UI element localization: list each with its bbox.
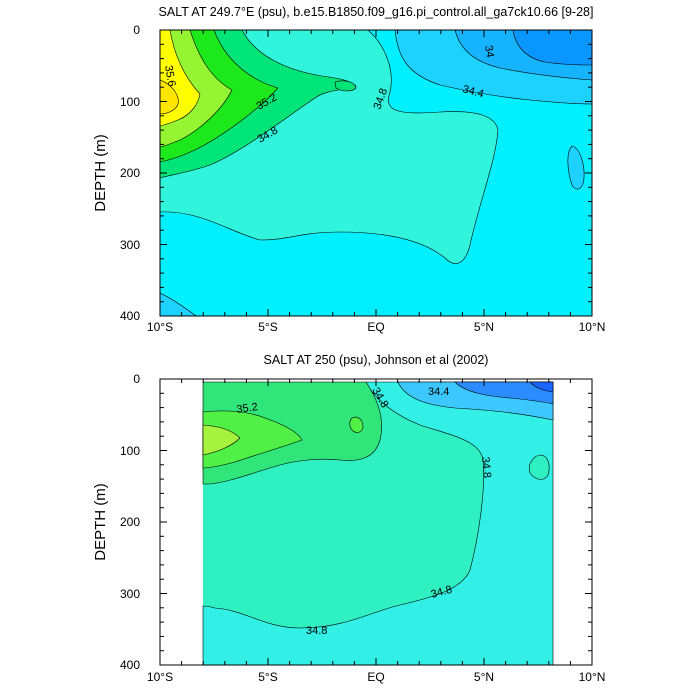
y-tick-label: 0 bbox=[133, 372, 140, 386]
fill-35.2-island bbox=[349, 416, 364, 433]
contour-label: 35.6 bbox=[162, 64, 178, 87]
y-tick-labels: 0 100 200 300 400 bbox=[120, 372, 140, 672]
y-axis-label: DEPTH (m) bbox=[92, 483, 109, 561]
fill-35.8 bbox=[160, 79, 179, 115]
fill-35.0-island bbox=[334, 80, 357, 92]
contour-fill bbox=[160, 30, 592, 316]
y-tick-labels: 0 100 200 300 400 bbox=[120, 23, 140, 323]
x-tick-label: EQ bbox=[367, 670, 384, 684]
fill-34.4-bubble bbox=[567, 145, 585, 190]
x-tick-label: 5°S bbox=[258, 320, 277, 334]
y-tick-label: 400 bbox=[120, 658, 140, 672]
y-tick-label: 200 bbox=[120, 166, 140, 180]
fill-34.4-corner bbox=[160, 292, 197, 316]
x-tick-label: 10°S bbox=[147, 320, 173, 334]
y-tick-label: 100 bbox=[120, 444, 140, 458]
fill-34.6 bbox=[202, 381, 554, 665]
contour-fill bbox=[160, 379, 592, 665]
contour-label: 35.2 bbox=[236, 401, 259, 416]
fill-34.0 bbox=[512, 30, 592, 66]
y-tick-label: 0 bbox=[133, 23, 140, 37]
model-salinity-panel: SALT AT 249.7°E (psu), b.e15.B1850.f09_g… bbox=[92, 5, 605, 334]
y-tick-label: 300 bbox=[120, 238, 140, 252]
contour-label: 34.4 bbox=[461, 83, 485, 100]
x-tick-label: 5°N bbox=[474, 320, 494, 334]
y-axis-label: DEPTH (m) bbox=[92, 134, 109, 212]
x-tick-labels: 10°S 5°S EQ 5°N 10°N bbox=[147, 320, 605, 334]
y-tick-label: 400 bbox=[120, 309, 140, 323]
y-axis-ticks bbox=[160, 29, 592, 317]
x-tick-label: 10°N bbox=[579, 670, 606, 684]
contour-label: 34.8 bbox=[479, 456, 493, 478]
fill-34.8-bubble bbox=[528, 454, 550, 480]
contour-labels: 35.2 34.8 34.4 34.8 34.8 34.8 bbox=[236, 386, 493, 638]
y-tick-label: 200 bbox=[120, 515, 140, 529]
panel-title: SALT AT 250 (psu), Johnson et al (2002) bbox=[264, 353, 489, 367]
fill-34.2 bbox=[454, 381, 554, 405]
panel-title: SALT AT 249.7°E (psu), b.e15.B1850.f09_g… bbox=[159, 5, 594, 19]
contour-label: 34.8 bbox=[306, 625, 327, 637]
x-tick-label: 10°N bbox=[579, 320, 606, 334]
x-axis-ticks bbox=[159, 30, 593, 316]
contour-label: 34 bbox=[482, 44, 496, 58]
x-tick-label: 5°N bbox=[474, 670, 494, 684]
y-tick-label: 100 bbox=[120, 95, 140, 109]
contour-label: 34.8 bbox=[430, 584, 454, 601]
observed-salinity-panel: SALT AT 250 (psu), Johnson et al (2002) bbox=[92, 353, 605, 684]
x-tick-labels: 10°S 5°S EQ 5°N 10°N bbox=[147, 670, 605, 684]
x-tick-label: 5°S bbox=[258, 670, 277, 684]
contour-label: 34.4 bbox=[428, 386, 449, 398]
x-tick-label: EQ bbox=[367, 320, 384, 334]
x-tick-label: 10°S bbox=[147, 670, 173, 684]
x-axis-ticks bbox=[159, 379, 593, 665]
y-axis-ticks bbox=[160, 378, 592, 666]
fill-34.0 bbox=[529, 381, 554, 393]
fill-35.4 bbox=[202, 424, 241, 456]
y-tick-label: 300 bbox=[120, 587, 140, 601]
fill-35.2 bbox=[202, 410, 303, 469]
